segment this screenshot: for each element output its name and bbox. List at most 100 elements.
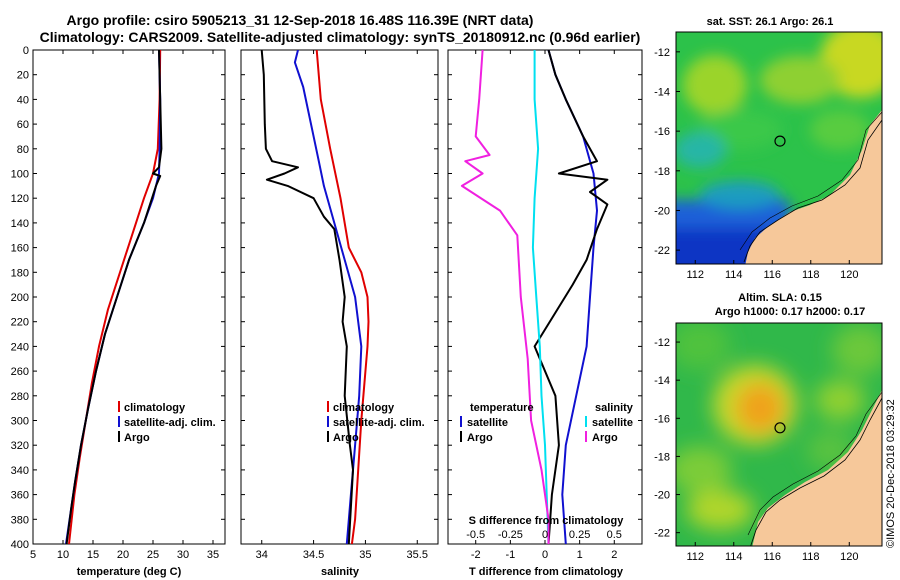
difference-series-s-argo [460,50,550,544]
temperature-xtick-label: 20 [117,549,129,561]
sla-map-xtick-label: 120 [840,551,858,563]
sla-map-ytick-label: -22 [654,528,670,540]
sst-map-title: sat. SST: 26.1 Argo: 26.1 [707,16,834,28]
difference-inner-xtick-label: 0.25 [569,529,590,541]
legend-label-s-satellite: satellite [592,417,633,429]
temperature-panel: 0 20 40 60 80 100 120 140 160 180 200 220 240 260 280 3… [11,45,226,578]
figure-title-line1: Argo profile: csiro 5905213_31 12-Sep-20… [67,12,534,28]
temperature-ytick-label: 300 [11,416,29,428]
sst-map-ytick-label: -16 [654,126,670,138]
difference-xtick-label: -1 [505,549,515,561]
temperature-ytick-label: 340 [11,465,29,477]
temperature-ytick-label: 0 [23,45,29,57]
legend-label-s-argo: Argo [592,432,618,444]
difference-xtick-label: 2 [611,549,617,561]
temperature-series-argo [65,50,163,544]
salinity-series-climatology [315,50,370,544]
temperature-xtick-label: 35 [207,549,219,561]
sst-map-ytick-label: -20 [654,205,670,217]
sla-map-frame [675,322,883,547]
temperature-ytick-label: 160 [11,243,29,255]
temperature-ytick-label: 20 [17,70,29,82]
difference-inner-xtick-label: -0.25 [498,529,523,541]
argo-position-marker [774,422,786,434]
sla-land [752,390,882,546]
difference-legend: temperature satellite Argo salinity sate… [460,402,634,444]
temperature-ytick-label: 260 [11,366,29,378]
difference-series-s-satellite [531,50,550,544]
legend-label-t-satellite: satellite [467,417,508,429]
sst-isobath [739,111,882,251]
legend-label-climatology: climatology [124,402,186,414]
sla-coastline [750,397,882,546]
sst-map-xtick-label: 120 [840,269,858,281]
legend-title-temperature: temperature [470,402,534,414]
salinity-xtick-label: 34.5 [303,549,324,561]
legend-label-argo: Argo [333,432,359,444]
temperature-ytick-label: 360 [11,490,29,502]
sst-map-ytick-label: -14 [654,86,670,98]
sst-map-xtick-label: 114 [725,269,743,281]
argo-position-marker [774,135,786,147]
temperature-ytick-label: 100 [11,169,29,181]
temperature-ytick-label: 220 [11,317,29,329]
legend-label-climatology: climatology [333,402,395,414]
legend-title-salinity: salinity [595,402,634,414]
salinity-panel: 34 34.5 35 35.5 salinity climatology satell… [240,49,439,578]
sla-map: Altim. SLA: 0.15 Argo h1000: 0.17 h2000:… [654,292,883,563]
temperature-ytick-label: 280 [11,391,29,403]
sst-land [745,110,882,264]
temperature-xtick-label: 15 [87,549,99,561]
difference-series-t-argo [533,50,609,544]
temperature-ytick-label: 400 [11,539,29,551]
sla-map-xtick-label: 114 [725,551,743,563]
temperature-ytick-label: 240 [11,341,29,353]
temperature-ytick-label: 80 [17,144,29,156]
salinity-series-satellite-adj-clim [293,50,363,544]
temperature-ytick-label: 200 [11,292,29,304]
sst-map-xtick-label: 118 [802,269,820,281]
salinity-series-argo [260,50,354,544]
difference-panel: -2 -1 0 1 2 T difference from climatology S … [447,49,643,578]
temperature-xtick-label: 5 [30,549,36,561]
sla-field-texture [676,323,882,530]
sla-map-ytick-label: -18 [654,451,670,463]
temperature-axes-frame [32,49,226,545]
difference-inner-xtick-label: 0.5 [607,529,622,541]
sla-map-ytick-label: -20 [654,490,670,502]
salinity-xlabel: salinity [321,566,360,578]
difference-xlabel: T difference from climatology [469,566,624,578]
sla-map-ytick-label: -16 [654,413,670,425]
salinity-legend: climatology satellite-adj. clim. Argo [327,401,425,444]
temperature-xtick-label: 10 [57,549,69,561]
temperature-legend: climatology satellite-adj. clim. Argo [118,401,216,444]
legend-label-satellite: satellite-adj. clim. [124,417,216,429]
sla-map-xtick-label: 112 [686,551,704,563]
difference-xtick-label: 0 [542,549,548,561]
sst-map-xtick-label: 116 [763,269,781,281]
sla-map-ytick-label: -12 [654,337,670,349]
sla-map-ytick-label: -14 [654,375,670,387]
temperature-ytick-label: 380 [11,514,29,526]
sst-map-ytick-label: -12 [654,47,670,59]
imos-timestamp: ©IMOS 20-Dec-2018 03:29:32 [885,399,897,548]
temperature-ytick-label: 40 [17,94,29,106]
temperature-xlabel: temperature (deg C) [77,566,182,578]
temperature-ytick-label: 140 [11,218,29,230]
temperature-ytick-label: 60 [17,119,29,131]
salinity-xtick-label: 35.5 [407,549,428,561]
legend-label-satellite: satellite-adj. clim. [333,417,425,429]
sst-map-ytick-label: -18 [654,166,670,178]
salinity-xtick-label: 34 [256,549,268,561]
difference-inner-xtick-label: -0.5 [466,529,485,541]
figure-title-line2: Climatology: CARS2009. Satellite-adjuste… [40,29,641,45]
sst-coastline [743,119,882,263]
difference-xtick-label: -2 [471,549,481,561]
legend-label-t-argo: Argo [467,432,493,444]
sla-map-xtick-label: 118 [802,551,820,563]
temperature-ytick-label: 120 [11,193,29,205]
sla-map-title: Altim. SLA: 0.15 [738,292,822,304]
temperature-ytick-label: 320 [11,440,29,452]
temperature-xtick-label: 30 [177,549,189,561]
